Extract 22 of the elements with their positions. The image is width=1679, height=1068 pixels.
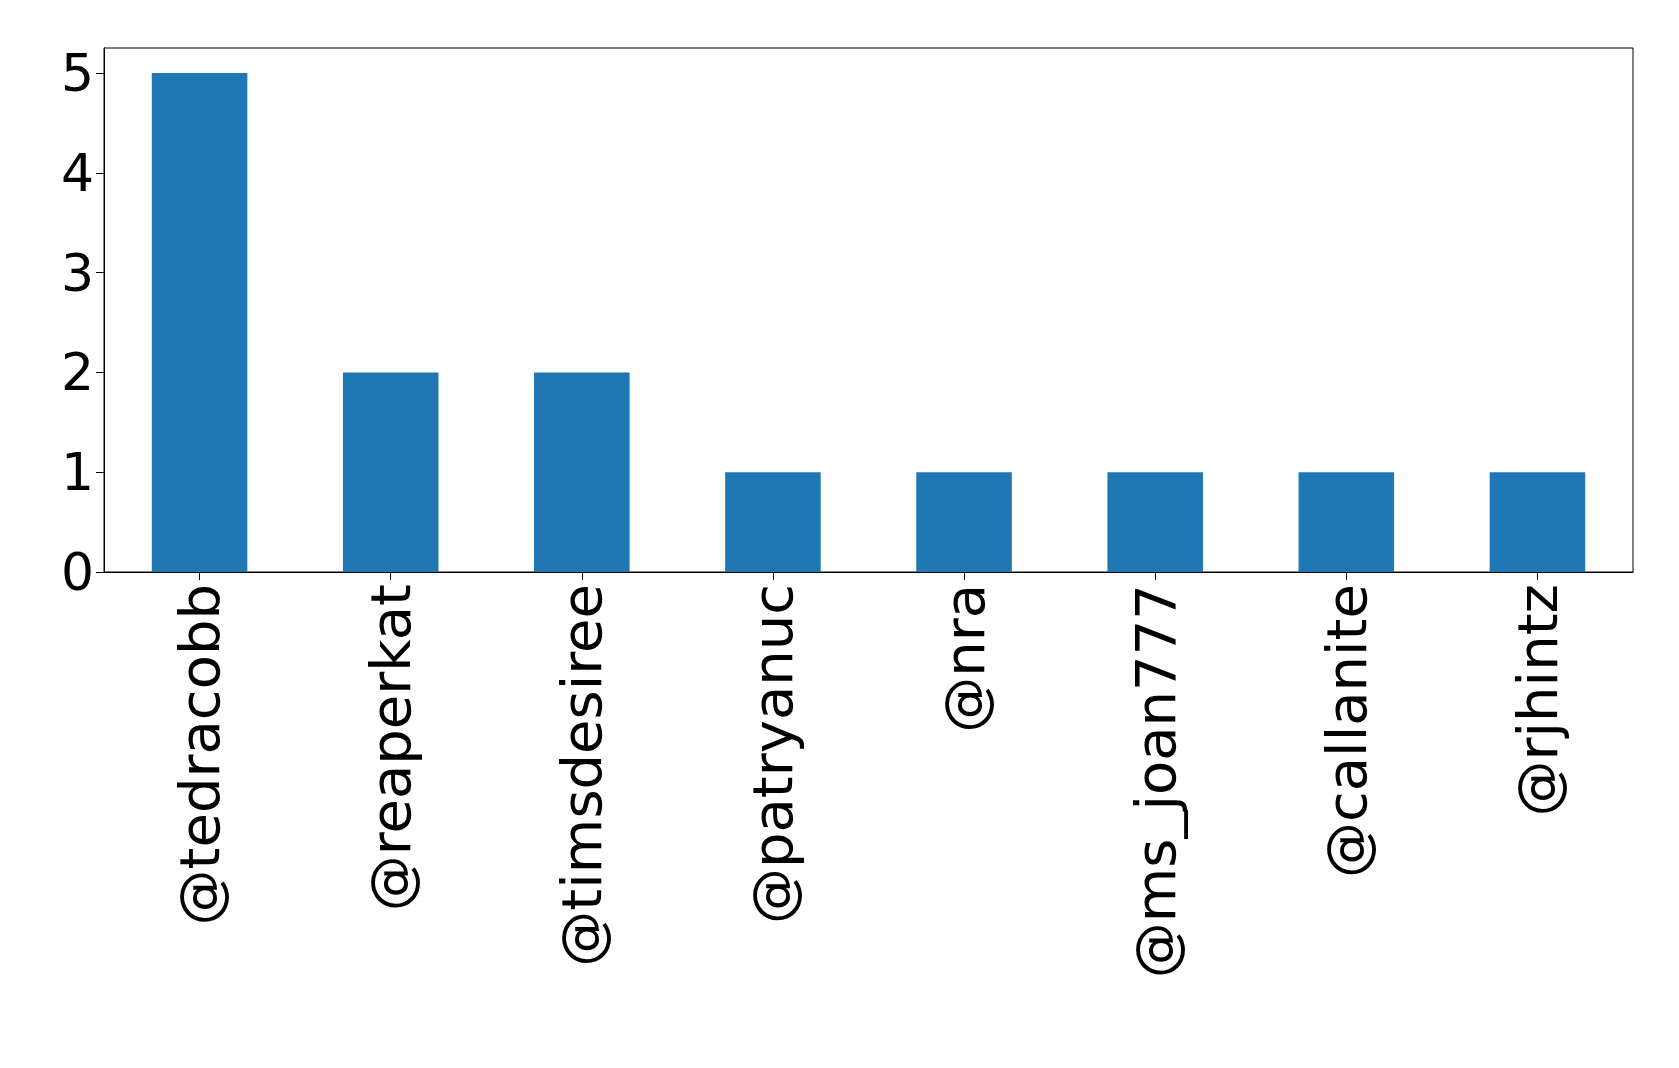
x-tick-label: @ms_joan777 xyxy=(1122,584,1188,979)
bar xyxy=(534,372,630,572)
y-tick-label: 1 xyxy=(60,442,94,503)
bar xyxy=(1489,472,1586,572)
bar xyxy=(725,472,821,572)
bar xyxy=(1107,472,1203,572)
x-tick-label: @reaperkat xyxy=(358,584,424,912)
y-tick-label: 5 xyxy=(60,42,94,103)
y-tick-label: 2 xyxy=(60,342,94,403)
bar xyxy=(342,372,439,572)
x-tick-label: @nra xyxy=(931,584,997,733)
y-tick-label: 3 xyxy=(60,242,94,303)
bar xyxy=(1298,472,1395,572)
x-tick-label: @rjhintz xyxy=(1504,584,1570,817)
x-tick-label: @timsdesiree xyxy=(549,584,615,967)
bar xyxy=(916,472,1012,572)
x-tick-label: @patryanuc xyxy=(740,584,806,925)
x-tick-label: @callanite xyxy=(1313,584,1379,878)
y-tick-label: 4 xyxy=(60,142,94,203)
y-tick-label: 0 xyxy=(60,542,94,602)
x-tick-label: @tedracobb xyxy=(167,584,233,926)
bar xyxy=(151,72,248,572)
